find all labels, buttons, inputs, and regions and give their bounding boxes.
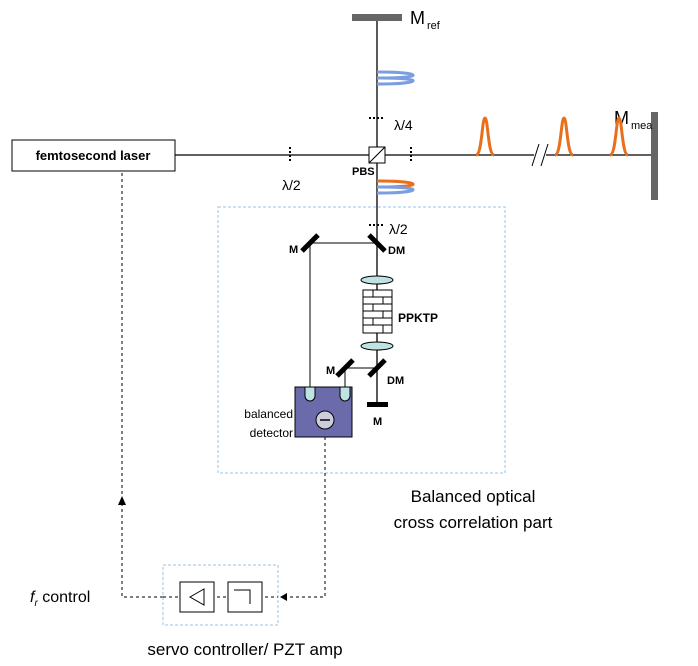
label: M	[326, 365, 335, 377]
pulse-orange	[608, 116, 630, 157]
pulse-blue	[376, 185, 415, 195]
label: M	[289, 244, 298, 256]
filter-symbol	[234, 589, 251, 604]
detector-label: balanced	[244, 407, 293, 421]
bocc-label: cross correlation part	[394, 513, 553, 532]
amplifier	[179, 581, 215, 613]
pbs-label: PBS	[352, 166, 375, 178]
pulse-blue	[376, 70, 415, 86]
lens	[360, 341, 394, 351]
label: DM	[388, 245, 405, 257]
waveplate-label: λ/2	[389, 221, 408, 237]
arrow	[118, 496, 126, 505]
crystal-stripes	[363, 290, 392, 333]
dichroic-mirror	[367, 233, 387, 253]
servo-box	[162, 564, 279, 626]
laser-label: femtosecond laser	[36, 148, 151, 163]
mirror	[300, 233, 320, 253]
break-mark	[531, 143, 540, 167]
pulse-orange	[474, 116, 496, 157]
amplifier-symbol	[188, 588, 205, 606]
signal-line	[284, 437, 326, 598]
mirror-ref	[352, 14, 402, 21]
servo-label: servo controller/ PZT amp	[147, 640, 342, 659]
bocc-box	[217, 206, 506, 474]
dichroic-mirror	[367, 358, 387, 378]
pulse-orange	[553, 116, 575, 157]
label: PPKTP	[398, 311, 438, 325]
lens	[360, 275, 394, 285]
mirror	[335, 358, 355, 378]
laser-box	[11, 139, 176, 172]
waveplate-label: λ/2	[282, 177, 301, 193]
photodiode	[339, 386, 351, 402]
pbs-diagonal	[368, 146, 386, 164]
break-mark	[540, 143, 549, 167]
photodiode	[304, 386, 316, 402]
filter	[227, 581, 263, 613]
control-line	[121, 171, 163, 598]
detector-label: detector	[250, 426, 293, 440]
label: DM	[387, 375, 404, 387]
label: M	[373, 416, 382, 428]
control-label: fr control	[30, 589, 90, 609]
bocc-label: Balanced optical	[411, 487, 536, 506]
waveplate-label: λ/4	[394, 117, 413, 133]
arrow	[280, 593, 287, 601]
mirror	[367, 402, 388, 407]
mirror-mea	[651, 112, 658, 200]
